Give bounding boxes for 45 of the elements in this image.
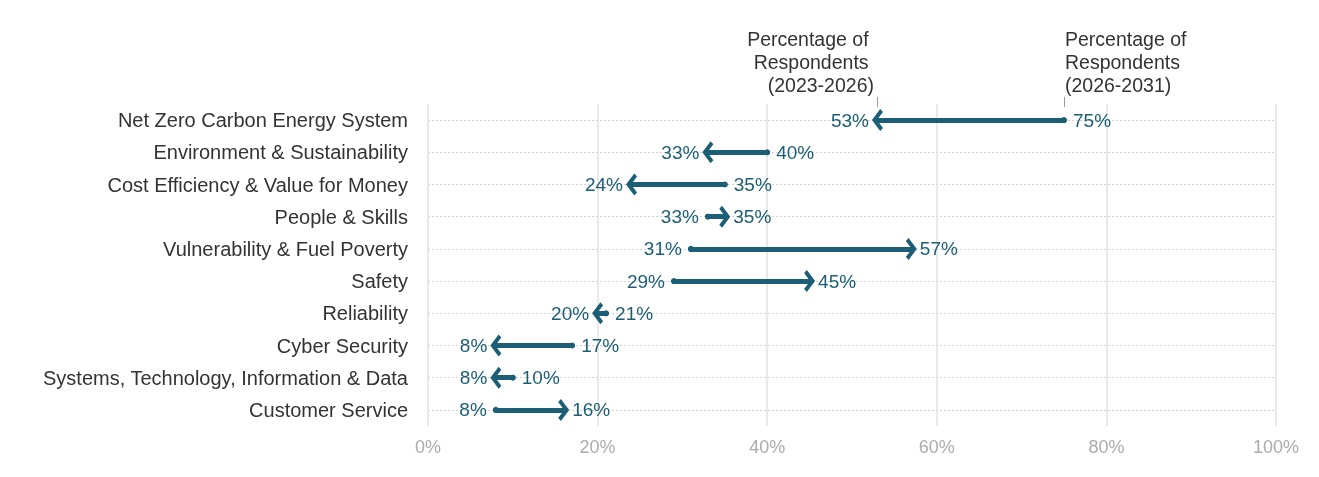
point xyxy=(670,278,677,285)
point xyxy=(687,245,694,252)
data-label: 10% xyxy=(521,367,560,389)
y-tick-label: Environment & Sustainability xyxy=(153,141,408,164)
x-tick-label: 20% xyxy=(579,437,616,457)
y-tick-label: Systems, Technology, Information & Data xyxy=(43,366,409,389)
series-label: Percentage of Respondents (2023-2026) xyxy=(747,27,874,96)
x-tick-label: 60% xyxy=(918,437,955,457)
data-label: 57% xyxy=(919,238,958,260)
x-tick-label: 80% xyxy=(1088,437,1125,457)
y-tick-label: Net Zero Carbon Energy System xyxy=(117,109,408,132)
data-label: 75% xyxy=(1073,109,1112,131)
y-tick-label: Safety xyxy=(351,270,408,293)
y-tick-label: Cost Efficiency & Value for Money xyxy=(107,173,408,196)
data-label: 40% xyxy=(776,141,815,163)
data-label: 45% xyxy=(818,270,857,292)
point xyxy=(764,149,771,156)
point xyxy=(1061,117,1067,124)
x-tick-label: 0% xyxy=(414,437,442,457)
data-label: 20% xyxy=(551,302,590,324)
x-tick-label: 100% xyxy=(1252,437,1300,457)
data-label: 17% xyxy=(581,335,620,356)
data-label: 35% xyxy=(733,206,772,228)
data-label: 21% xyxy=(615,302,654,324)
data-label: 8% xyxy=(459,367,488,389)
y-tick-label: Reliability xyxy=(322,302,408,325)
data-label: 33% xyxy=(661,141,700,163)
point xyxy=(603,310,610,317)
x-tick-label: 40% xyxy=(749,437,786,457)
y-tick-label: Customer Service xyxy=(249,398,408,421)
data-label: 35% xyxy=(733,174,772,195)
series-label: Percentage of Respondents (2026-2031) xyxy=(1065,27,1192,96)
y-tick-label: People & Skills xyxy=(274,205,408,228)
point xyxy=(492,406,499,413)
data-label: 53% xyxy=(830,109,870,131)
data-label: 8% xyxy=(459,399,487,421)
data-label: 24% xyxy=(584,174,624,195)
data-label: 29% xyxy=(626,270,666,292)
data-label: 33% xyxy=(660,206,699,228)
point xyxy=(704,213,711,220)
data-label: 31% xyxy=(643,238,682,260)
data-label: 16% xyxy=(572,399,611,421)
y-tick-label: Cyber Security xyxy=(276,334,408,357)
data-label: 8% xyxy=(459,335,488,356)
y-tick-label: Vulnerability & Fuel Poverty xyxy=(163,237,408,260)
